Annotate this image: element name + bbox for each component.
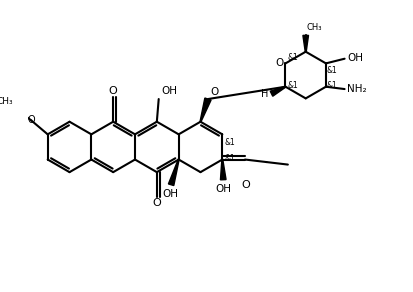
Text: &1: &1 xyxy=(287,81,297,90)
Text: O: O xyxy=(152,198,161,208)
Text: &1: &1 xyxy=(224,138,234,147)
Text: OH: OH xyxy=(347,53,363,63)
Text: H: H xyxy=(261,89,268,99)
Text: O: O xyxy=(275,58,283,68)
Text: &1: &1 xyxy=(224,154,234,163)
Polygon shape xyxy=(220,159,225,180)
Text: O: O xyxy=(210,87,218,97)
Text: O: O xyxy=(109,86,117,96)
Text: NH₂: NH₂ xyxy=(347,84,366,94)
Text: &1: &1 xyxy=(326,81,337,90)
Polygon shape xyxy=(168,159,179,185)
Text: OH: OH xyxy=(161,86,177,96)
Text: &1: &1 xyxy=(326,66,337,75)
Polygon shape xyxy=(199,98,211,122)
Text: &1: &1 xyxy=(287,53,297,62)
Text: O: O xyxy=(241,180,250,190)
Text: OH: OH xyxy=(162,190,178,199)
Text: CH₃: CH₃ xyxy=(0,97,13,106)
Text: CH₃: CH₃ xyxy=(306,23,321,32)
Text: O: O xyxy=(27,115,35,126)
Polygon shape xyxy=(270,86,285,96)
Polygon shape xyxy=(302,35,308,52)
Text: OH: OH xyxy=(215,184,231,194)
